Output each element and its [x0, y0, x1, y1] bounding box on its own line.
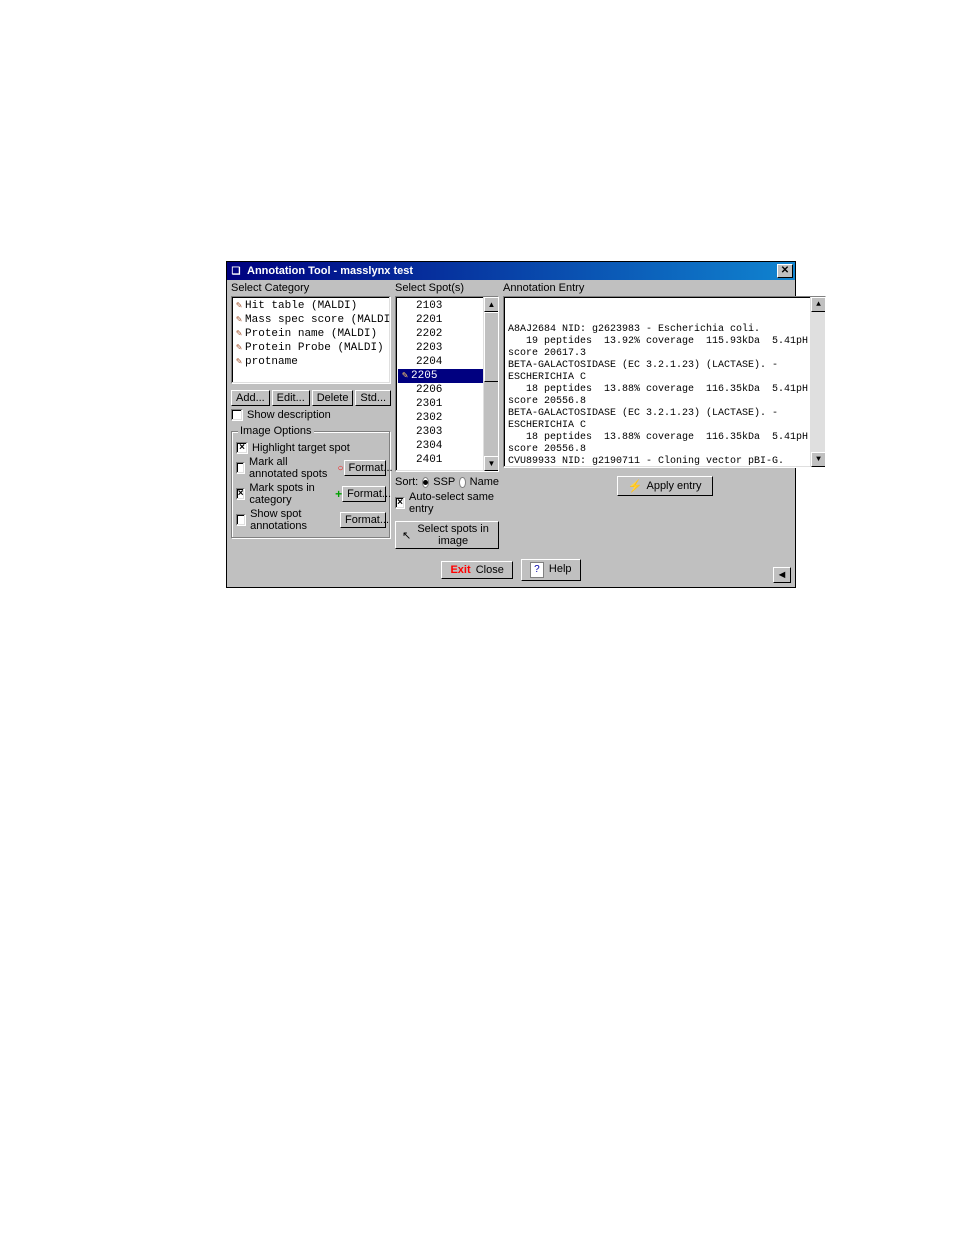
- category-item[interactable]: Protein name (MALDI): [234, 327, 388, 341]
- show-description-checkbox[interactable]: [231, 409, 243, 421]
- image-options-title: Image Options: [238, 425, 314, 437]
- mark-all-checkbox[interactable]: [236, 462, 245, 474]
- scroll-up-icon[interactable]: ▲: [484, 297, 499, 312]
- app-icon: ❏: [229, 264, 243, 278]
- category-list[interactable]: Hit table (MALDI) Mass spec score (MALDI…: [231, 296, 391, 384]
- select-spots-button-label: Select spots in image: [414, 523, 492, 547]
- apply-entry-button[interactable]: ⚡ Apply entry: [617, 476, 713, 496]
- auto-select-label: Auto-select same entry: [409, 491, 499, 515]
- highlight-checkbox[interactable]: ×: [236, 442, 248, 454]
- title-text: Annotation Tool - masslynx test: [247, 265, 413, 277]
- sort-ssp-radio[interactable]: [422, 477, 429, 488]
- show-ann-label: Show spot annotations: [250, 508, 340, 532]
- close-button-label: Close: [476, 564, 504, 576]
- format-button-2[interactable]: Format...: [342, 486, 386, 502]
- spot-item[interactable]: 2201: [398, 313, 496, 327]
- spot-item[interactable]: 2302: [398, 411, 496, 425]
- highlight-label: Highlight target spot: [252, 442, 350, 454]
- select-spots-button[interactable]: ↖ Select spots in image: [395, 521, 499, 549]
- std-button[interactable]: Std...: [355, 390, 391, 406]
- spot-item[interactable]: 2301: [398, 397, 496, 411]
- spot-item[interactable]: 2303: [398, 425, 496, 439]
- spot-item[interactable]: 2304: [398, 439, 496, 453]
- auto-select-checkbox[interactable]: ×: [395, 497, 405, 509]
- select-spots-label: Select Spot(s): [395, 282, 499, 294]
- apply-entry-label: Apply entry: [646, 480, 701, 492]
- mark-cat-checkbox[interactable]: ×: [236, 488, 245, 500]
- collapse-arrow-button[interactable]: ◄: [773, 567, 791, 583]
- format-button-3[interactable]: Format...: [340, 512, 386, 528]
- spot-item[interactable]: 2202: [398, 327, 496, 341]
- show-description-label: Show description: [247, 409, 331, 421]
- annotation-text: A8AJ2684 NID: g2623983 - Escherichia col…: [506, 323, 810, 468]
- category-item[interactable]: Hit table (MALDI): [234, 299, 388, 313]
- spot-item[interactable]: 2203: [398, 341, 496, 355]
- delete-button[interactable]: Delete: [312, 390, 354, 406]
- add-button[interactable]: Add...: [231, 390, 270, 406]
- sort-name-label: Name: [470, 476, 499, 488]
- annotation-entry-label: Annotation Entry: [503, 282, 826, 294]
- footer: Exit Close ? Help ◄: [227, 553, 795, 587]
- select-category-label: Select Category: [231, 282, 391, 294]
- spot-list[interactable]: 2103 2201 2202 2203 2204 2205 2206 2301 …: [395, 296, 499, 472]
- spot-item[interactable]: 2103: [398, 299, 496, 313]
- spot-item[interactable]: 2401: [398, 453, 496, 467]
- mark-cat-label: Mark spots in category: [249, 482, 331, 506]
- titlebar: ❏ Annotation Tool - masslynx test ✕: [227, 262, 795, 280]
- annotation-scrollbar[interactable]: ▲ ▼: [810, 297, 825, 467]
- category-item[interactable]: protname: [234, 355, 388, 369]
- close-button[interactable]: Exit Close: [441, 561, 512, 579]
- lightning-icon: ⚡: [628, 479, 643, 493]
- scroll-down-icon[interactable]: ▼: [811, 452, 826, 467]
- help-button-label: Help: [549, 563, 572, 575]
- scroll-thumb[interactable]: [484, 312, 499, 382]
- scroll-up-icon[interactable]: ▲: [811, 297, 826, 312]
- green-plus-icon: +: [335, 487, 342, 501]
- annotation-tool-dialog: ❏ Annotation Tool - masslynx test ✕ Sele…: [226, 261, 796, 588]
- annotation-textarea[interactable]: A8AJ2684 NID: g2623983 - Escherichia col…: [503, 296, 826, 468]
- sort-label: Sort:: [395, 476, 418, 488]
- help-icon: ?: [530, 562, 544, 578]
- scroll-down-icon[interactable]: ▼: [484, 456, 499, 471]
- mark-all-label: Mark all annotated spots: [249, 456, 333, 480]
- image-options-group: Image Options × Highlight target spot Ma…: [231, 431, 391, 539]
- help-button[interactable]: ? Help: [521, 559, 581, 581]
- close-icon[interactable]: ✕: [777, 264, 793, 278]
- edit-button[interactable]: Edit...: [272, 390, 310, 406]
- spot-item-selected[interactable]: 2205: [398, 369, 496, 383]
- category-item[interactable]: Mass spec score (MALDI): [234, 313, 388, 327]
- format-button-1[interactable]: Format...: [344, 460, 386, 476]
- spot-item[interactable]: 2204: [398, 355, 496, 369]
- cursor-icon: ↖: [402, 529, 411, 542]
- sort-name-radio[interactable]: [459, 477, 465, 488]
- spot-item[interactable]: 2206: [398, 383, 496, 397]
- spot-scrollbar[interactable]: ▲ ▼: [483, 297, 498, 471]
- sort-ssp-label: SSP: [433, 476, 455, 488]
- show-ann-checkbox[interactable]: [236, 514, 246, 526]
- category-item[interactable]: Protein Probe (MALDI): [234, 341, 388, 355]
- exit-icon: Exit: [450, 564, 470, 576]
